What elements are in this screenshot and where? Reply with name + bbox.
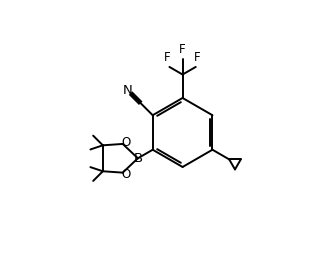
Text: N: N (123, 84, 133, 97)
Text: B: B (133, 152, 143, 165)
Text: F: F (179, 43, 186, 56)
Text: O: O (122, 136, 131, 149)
Text: O: O (122, 168, 131, 181)
Text: F: F (164, 51, 171, 63)
Text: F: F (194, 51, 201, 63)
